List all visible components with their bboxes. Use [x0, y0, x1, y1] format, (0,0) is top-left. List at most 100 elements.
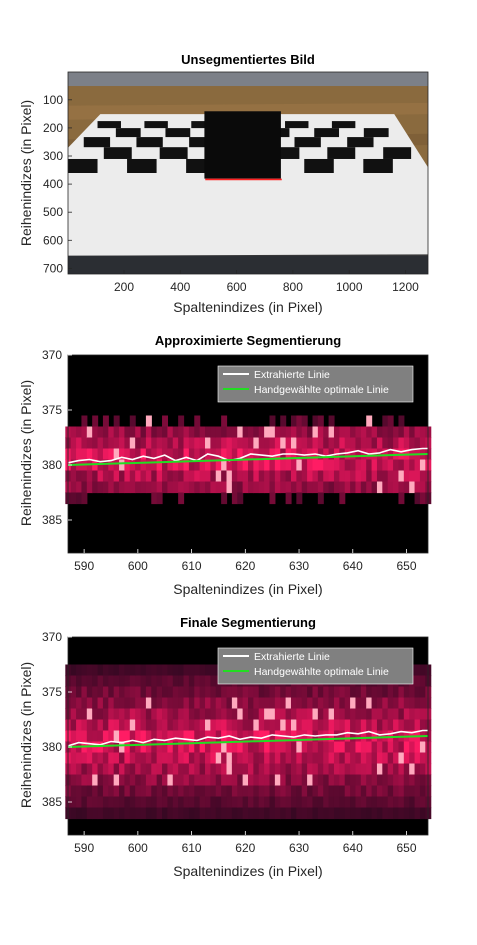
heatmap-cell [264, 763, 271, 776]
heatmap-cell [102, 437, 109, 450]
heatmap-cell [210, 686, 217, 699]
heatmap-cell [92, 415, 99, 428]
heatmap-cell [156, 470, 163, 483]
heatmap-cell [151, 426, 158, 439]
heatmap-cell [301, 763, 308, 776]
heatmap-cell [178, 448, 185, 461]
heatmap-cell [151, 796, 158, 809]
heatmap-cell [108, 708, 115, 721]
heatmap-cell [301, 686, 308, 699]
heatmap-cell [242, 459, 249, 472]
heatmap-cell [167, 686, 174, 699]
heatmap-cell [258, 708, 265, 721]
heatmap-cell [280, 807, 287, 820]
heatmap-cell [215, 741, 222, 754]
heatmap-cell [102, 807, 109, 820]
heatmap-cell [81, 470, 88, 483]
heatmap-cell [70, 774, 77, 787]
heatmap-cell [307, 719, 314, 732]
heatmap-cell [382, 741, 389, 754]
heatmap-cell [86, 774, 93, 787]
heatmap-cell [350, 763, 357, 776]
heatmap-cell [199, 708, 206, 721]
heatmap-cell [317, 719, 324, 732]
heatmap-cell [371, 807, 378, 820]
y-tick-label: 200 [43, 121, 63, 135]
heatmap-cell [333, 763, 340, 776]
heatmap-cell [344, 741, 351, 754]
heatmap-cell [162, 686, 169, 699]
heatmap-cell [312, 719, 319, 732]
heatmap-cell [242, 741, 249, 754]
heatmap-cell [156, 741, 163, 754]
heatmap-cell [129, 481, 136, 494]
heatmap-cell [419, 752, 426, 765]
heatmap-cell [360, 763, 367, 776]
heatmap-cell [269, 426, 276, 439]
heatmap-cell [108, 719, 115, 732]
heatmap-cell [350, 719, 357, 732]
heatmap-cell [290, 697, 297, 710]
heatmap-cell [194, 686, 201, 699]
heatmap-cell [188, 719, 195, 732]
x-tick-label: 600 [128, 559, 148, 573]
heatmap-cell [119, 708, 126, 721]
heatmap-cell [419, 426, 426, 439]
heatmap-cell [86, 481, 93, 494]
heatmap-cell [333, 730, 340, 743]
heatmap-cell [140, 774, 147, 787]
heatmap-cell [102, 730, 109, 743]
heatmap-cell [86, 470, 93, 483]
heatmap-cell [253, 481, 260, 494]
heatmap-cell [70, 763, 77, 776]
heatmap-cell [333, 807, 340, 820]
heatmap-cell [339, 752, 346, 765]
heatmap-cell [215, 459, 222, 472]
heatmap-cell [339, 763, 346, 776]
heatmap-cell [344, 481, 351, 494]
heatmap-cell [258, 437, 265, 450]
heatmap-cell [226, 741, 233, 754]
heatmap-cell [151, 752, 158, 765]
y-tick-label: 300 [43, 149, 63, 163]
heatmap-cell [242, 686, 249, 699]
heatmap-cell [376, 426, 383, 439]
heatmap-cell [194, 708, 201, 721]
heatmap-cell [178, 730, 185, 743]
checker-square [383, 147, 412, 159]
heatmap-cell [156, 492, 163, 505]
heatmap-cell [376, 774, 383, 787]
heatmap-cell [156, 763, 163, 776]
heatmap-cell [188, 708, 195, 721]
heatmap-cell [205, 697, 211, 710]
heatmap-cell [167, 763, 174, 776]
heatmap-cell [162, 708, 169, 721]
heatmap-cell [231, 686, 238, 699]
heatmap-cell [387, 415, 394, 428]
heatmap-cell [151, 730, 158, 743]
heatmap-cell [296, 437, 303, 450]
heatmap-cell [221, 752, 228, 765]
heatmap-cell [360, 448, 367, 461]
heatmap-cell [215, 686, 222, 699]
heatmap-cell [119, 459, 126, 472]
heatmap-cell [307, 752, 314, 765]
heatmap-cell [167, 741, 174, 754]
heatmap-cell [355, 763, 362, 776]
x-tick-label: 1200 [392, 280, 419, 294]
heatmap-cell [290, 785, 297, 798]
heatmap-cell [178, 774, 185, 787]
heatmap-cell [199, 459, 206, 472]
heatmap-cell [376, 437, 383, 450]
heatmap-cell [398, 763, 405, 776]
heatmap-cell [333, 437, 340, 450]
heatmap-cell [258, 426, 265, 439]
heatmap-cell [237, 481, 244, 494]
heatmap-cell [366, 697, 373, 710]
heatmap-cell [92, 807, 99, 820]
heatmap-cell [344, 437, 351, 450]
heatmap-cell [387, 459, 394, 472]
heatmap-cell [360, 426, 367, 439]
heatmap-cell [355, 785, 362, 798]
heatmap-cell [387, 697, 394, 710]
